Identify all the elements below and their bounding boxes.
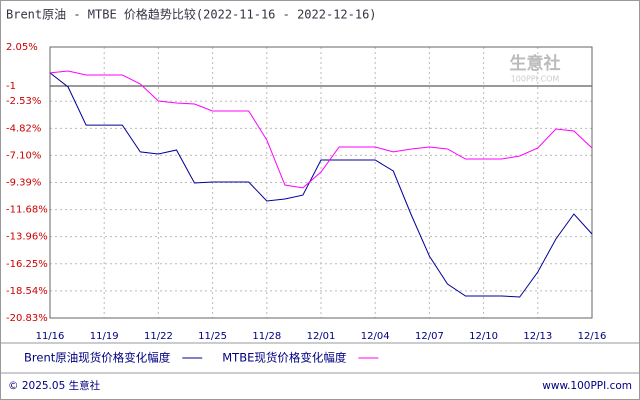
legend-label: MTBE现货价格变化幅度 — [222, 351, 347, 365]
x-tick-label: 11/28 — [252, 331, 281, 342]
x-tick-label: 11/19 — [90, 331, 119, 342]
y-tick-label: -13.96% — [6, 232, 48, 243]
x-tick-label: 12/13 — [523, 331, 552, 342]
y-tick-label: -1 — [6, 81, 16, 92]
x-tick-label: 11/16 — [36, 331, 65, 342]
watermark-sub: 100PPI.COM — [511, 75, 560, 84]
plot-area — [49, 46, 593, 319]
x-tick-label: 11/22 — [144, 331, 173, 342]
x-tick-label: 12/07 — [415, 331, 444, 342]
y-tick-label: -7.10% — [6, 150, 41, 161]
y-tick-label: -20.83% — [6, 313, 48, 324]
x-tick-label: 12/10 — [469, 331, 498, 342]
legend-label: Brent原油现货价格变化幅度 — [24, 351, 171, 365]
watermark: 生意社 — [510, 53, 561, 74]
series-line — [49, 70, 593, 189]
x-tick-label: 12/04 — [361, 331, 390, 342]
chart-title: Brent原油 - MTBE 价格趋势比较(2022-11-16 - 2022-… — [6, 7, 377, 22]
y-tick-label: -16.25% — [6, 259, 48, 270]
footer-left: © 2025.05 生意社 — [8, 379, 101, 392]
y-tick-label: -11.68% — [6, 205, 48, 216]
y-tick-label: -4.82% — [6, 123, 41, 134]
x-tick-label: 12/01 — [307, 331, 336, 342]
y-tick-label: -2.53% — [6, 96, 41, 107]
footer-right: www.100PPI.com — [542, 380, 632, 392]
y-tick-label: -18.54% — [6, 286, 48, 297]
x-tick-label: 12/16 — [578, 331, 607, 342]
series-line — [49, 72, 593, 298]
y-tick-label: -9.39% — [6, 178, 41, 189]
x-tick-label: 11/25 — [198, 331, 227, 342]
y-tick-label: 2.05% — [6, 42, 38, 53]
